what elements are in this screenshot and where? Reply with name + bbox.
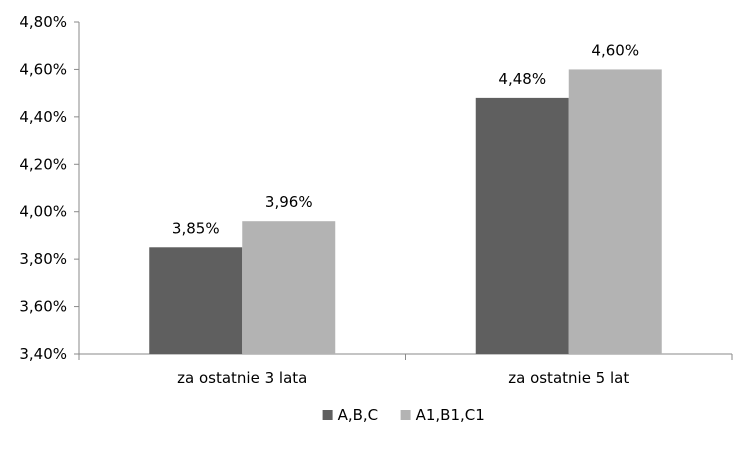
- bar: [242, 221, 336, 354]
- y-tick-label: 4,60%: [19, 60, 67, 78]
- legend-swatch: [322, 410, 333, 420]
- legend: A,B,C A1,B1,C1: [322, 406, 485, 424]
- x-axis: za ostatnie 3 lata za ostatnie 5 lat: [78, 353, 733, 387]
- y-axis: 3,40% 3,60% 3,80% 4,00% 4,20% 4,40% 4,60% 4,80%: [19, 13, 80, 363]
- y-tick-label: 4,00%: [19, 203, 67, 221]
- y-tick-label: 4,80%: [19, 13, 67, 31]
- y-tick-label: 4,20%: [19, 155, 67, 173]
- legend-label: A,B,C: [338, 406, 379, 424]
- legend-label: A1,B1,C1: [416, 406, 485, 424]
- data-label: 4,48%: [498, 70, 546, 88]
- y-tick-label: 3,60%: [19, 298, 67, 316]
- bar: [568, 69, 662, 354]
- y-tick-label: 3,40%: [19, 345, 67, 363]
- data-label: 4,60%: [591, 41, 639, 59]
- x-tick-label: za ostatnie 3 lata: [177, 369, 307, 387]
- data-label: 3,85%: [172, 219, 220, 237]
- bars: [149, 69, 662, 354]
- x-tick-label: za ostatnie 5 lat: [508, 369, 629, 387]
- bar: [475, 97, 569, 354]
- y-tick-label: 3,80%: [19, 250, 67, 268]
- y-tick-label: 4,40%: [19, 108, 67, 126]
- legend-swatch: [400, 410, 411, 420]
- data-labels: 3,85% 3,96% 4,48% 4,60%: [172, 41, 639, 237]
- data-label: 3,96%: [265, 193, 313, 211]
- bar: [149, 247, 243, 354]
